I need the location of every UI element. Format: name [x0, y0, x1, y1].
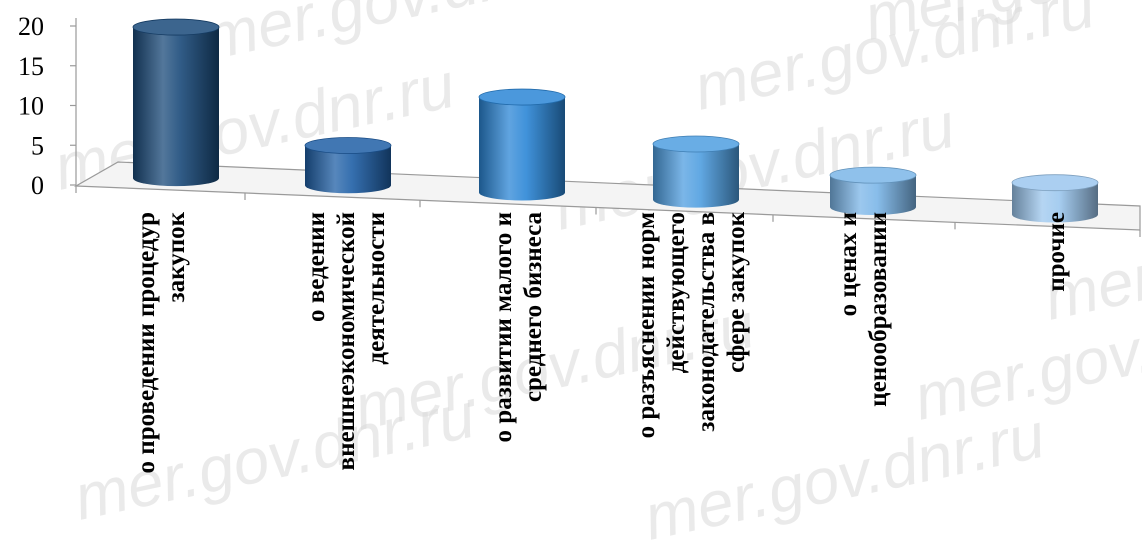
- bar: [304, 137, 392, 194]
- x-category-label-line: ценообразовании: [865, 212, 892, 407]
- x-category-label-line: о проведении процедур: [133, 212, 160, 473]
- x-category-label-line: сфере закупок: [723, 211, 750, 372]
- bar-body: [830, 175, 916, 215]
- x-axis-labels: о проведении процедур закупок о ведении вне…: [133, 211, 1070, 473]
- bar: [829, 166, 917, 215]
- bar-body: [305, 145, 391, 194]
- x-category-label: прочие: [1043, 212, 1070, 292]
- x-category-label: о развитии малого и среднего бизнеса: [490, 212, 547, 443]
- chart-bars: [132, 18, 1099, 223]
- bar-top: [829, 166, 917, 184]
- bar-body: [1012, 182, 1098, 223]
- y-axis-ticks: 0 5 10 15 20: [18, 12, 76, 200]
- x-category-label-line: о разъяснении норм: [633, 212, 660, 438]
- bar-top: [652, 135, 740, 153]
- bar-top: [304, 137, 392, 154]
- bar-top: [1011, 174, 1099, 192]
- x-category-label-line: деятельности: [363, 212, 390, 365]
- bar-body: [479, 97, 565, 201]
- x-category-label: о проведении процедур закупок: [133, 211, 190, 473]
- x-category-label-line: прочие: [1043, 212, 1070, 292]
- x-category-label-line: о ведении: [303, 212, 330, 322]
- x-category-label-line: внешнеэкономической: [333, 212, 360, 470]
- bar-body: [133, 27, 219, 187]
- x-category-label-line: действующего: [663, 212, 690, 373]
- x-category-label-line: среднего бизнеса: [520, 212, 547, 403]
- bar: [478, 88, 566, 201]
- y-tick-label: 20: [18, 12, 44, 41]
- x-category-label: о ценах и ценообразовании: [835, 212, 892, 407]
- bar: [132, 18, 220, 187]
- bar-top: [478, 88, 566, 106]
- bar-top: [132, 18, 220, 36]
- bar: [652, 135, 740, 208]
- bar-body: [653, 143, 739, 208]
- y-tick-label: 5: [31, 131, 44, 160]
- y-tick-label: 15: [18, 52, 44, 81]
- x-category-label-line: о ценах и: [835, 212, 862, 316]
- y-tick-label: 0: [31, 171, 44, 200]
- y-tick-label: 10: [18, 92, 44, 121]
- x-category-label: о разъяснении норм действующего законодате…: [633, 211, 750, 438]
- bar: [1011, 174, 1099, 223]
- x-category-label-line: о развитии малого и: [490, 212, 517, 442]
- x-category-label-line: закупок: [163, 211, 190, 302]
- x-category-label-line: законодательства в: [693, 212, 720, 432]
- x-category-label: о ведении внешнеэкономической деятельности: [303, 212, 390, 470]
